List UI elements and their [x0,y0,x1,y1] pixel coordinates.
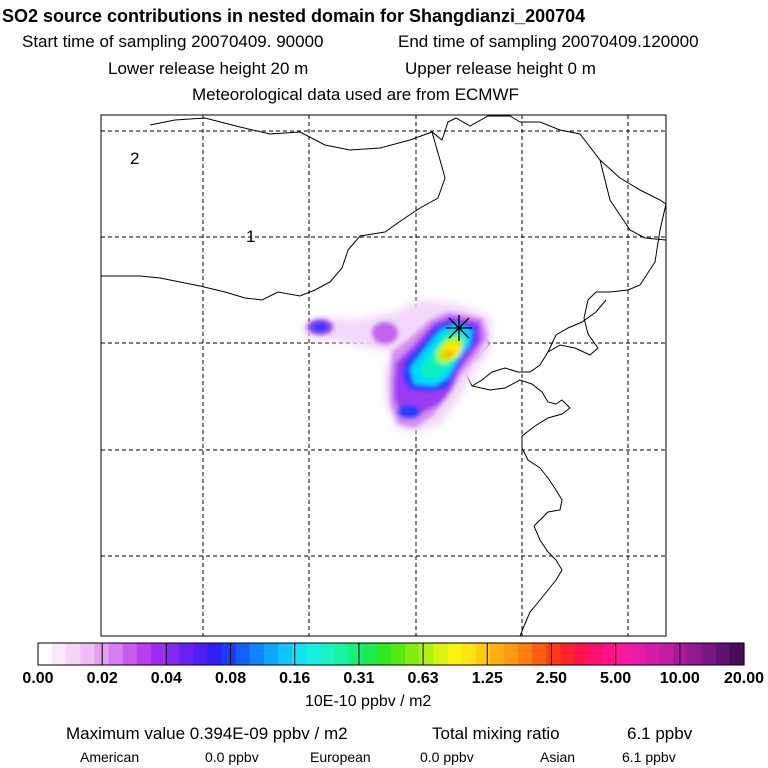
legend-color-cell [292,643,307,665]
legend-tick-label: 0.02 [86,670,118,687]
border-line [471,203,666,387]
legend-color-cell [108,643,124,665]
legend-color-cell [235,643,251,665]
marker-stroke [448,317,470,339]
legend-frame [37,642,745,666]
met-data-source: Meteorological data used are from ECMWF [192,85,519,104]
border-line [149,115,521,151]
legend-color-cell [532,643,547,665]
legend-color-cell [489,643,505,665]
legend-color-cell [136,643,152,665]
legend-color-cell [631,643,646,665]
end-time: End time of sampling 20070409.120000 [398,32,699,51]
legend-color-cell [80,643,96,665]
map-title: SO2 source contributions in nested domai… [2,6,586,26]
legend-color-cell [52,643,67,665]
legend-color-cell [362,643,378,665]
map-frame [100,114,667,637]
legend-color-cell [348,643,364,665]
legend-color-cell [701,643,717,665]
legend-color-cell [433,643,449,665]
maximum-value: Maximum value 0.394E-09 ppbv / m2 [66,724,348,743]
legend-color-cell [221,643,237,665]
legend-color-cell [715,643,731,665]
plume-band [372,322,398,344]
legend-color-cell [376,643,392,665]
legend-tick-label: 0.16 [279,670,311,687]
legend-color-cell [150,643,166,665]
region-value-asian: 6.1 ppbv [622,749,676,765]
coastline [547,299,607,353]
start-time: Start time of sampling 20070409. 90000 [22,32,324,51]
coastline [519,525,563,636]
legend-color-cell [405,643,420,665]
region-value-american: 0.0 ppbv [205,749,259,765]
domain-label-2: 2 [130,149,139,168]
legend-color-cell [673,643,689,665]
legend-color-cell [419,643,434,665]
legend-color-cell [165,643,180,665]
legend-tick-label: 5.00 [600,670,632,687]
plume-band [397,405,421,419]
legend-color-cell [263,643,279,665]
legend-color-cell [334,643,350,665]
legend-color-cell [475,643,491,665]
legend-color-cell [574,643,590,665]
legend-color-cell [122,643,138,665]
legend-color-cell [659,643,674,665]
legend-color-cell [320,643,336,665]
legend-tick-label: 2.50 [535,670,568,687]
legend-color-cell [461,643,477,665]
legend-color-cell [616,643,632,665]
legend-color-cell [645,643,660,665]
total-mixing-ratio-value: 6.1 ppbv [627,724,693,743]
legend-color-cell [602,643,618,665]
legend-color-cell [546,643,562,665]
legend-color-cell [38,643,53,665]
region-name-european: European [310,749,371,765]
legend-color-cell [179,643,194,665]
legend-tick-label: 0.31 [343,670,375,687]
legend-color-cell [249,643,265,665]
upper-release-height: Upper release height 0 m [405,59,596,78]
lower-release-height: Lower release height 20 m [108,59,309,78]
legend-color-cell [729,643,745,665]
so2-plume [300,300,492,432]
asterisk-icon [446,315,472,341]
region-name-american: American [80,749,140,765]
legend-color-cell [518,643,533,665]
legend-tick-label: 0.63 [407,670,439,687]
legend-color-cell [391,643,406,665]
legend-tick-label: 0.00 [22,670,54,687]
legend-tick-label: 10.00 [659,670,700,687]
legend-color-cell [193,643,209,665]
legend-color-cell [560,643,576,665]
border-line [599,159,666,241]
legend-tick-label: 20.00 [723,670,765,687]
legend-color-cell [447,643,463,665]
legend-color-cell [687,643,703,665]
legend-color-cell [278,643,293,665]
region-value-european: 0.0 ppbv [420,749,474,765]
plume-band [443,350,453,358]
legend-units: 10E-10 ppbv / m2 [305,693,432,710]
legend-color-cell [207,643,223,665]
border-line [101,131,446,301]
total-mixing-ratio-label: Total mixing ratio [432,724,560,743]
domain-label-1: 1 [246,227,255,246]
region-name-asian: Asian [540,749,576,765]
legend-color-cell [503,643,519,665]
legend-tick-label: 0.04 [150,670,182,687]
plume-band [312,322,328,332]
legend-cells [38,643,745,665]
legend-color-cell [66,643,81,665]
legend-color-cell [306,643,321,665]
legend-ticks [101,643,681,665]
legend-color-cell [588,643,604,665]
legend-tick-label: 1.25 [471,670,503,687]
legend-tick-label: 0.08 [214,670,247,687]
